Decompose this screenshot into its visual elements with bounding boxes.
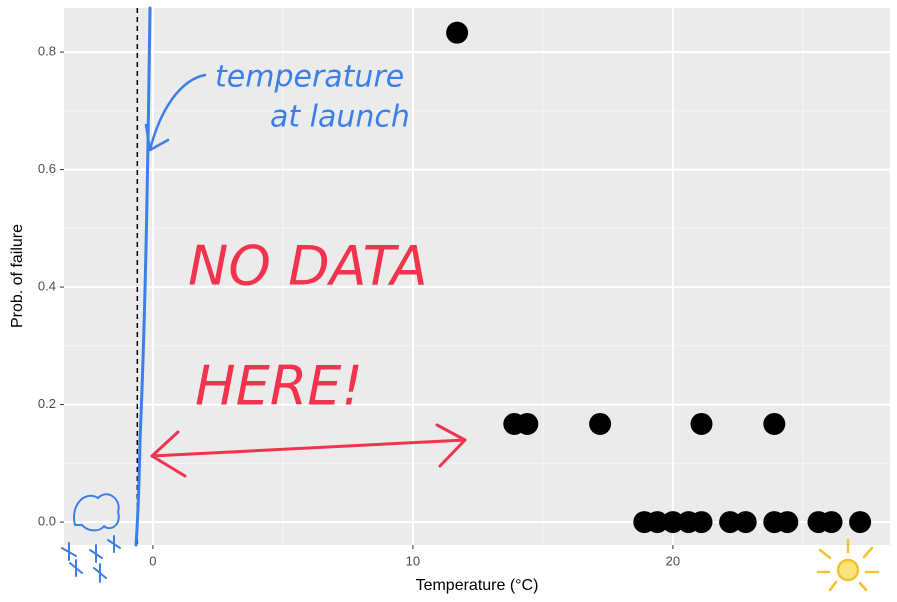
y-tick-label: 0.4 bbox=[38, 279, 56, 294]
point bbox=[690, 412, 713, 435]
y-tick-label: 0.8 bbox=[38, 44, 56, 59]
y-tick-label: 0.2 bbox=[38, 396, 56, 411]
x-tick-label: 0 bbox=[149, 553, 156, 568]
point bbox=[719, 511, 742, 534]
point bbox=[763, 412, 786, 435]
sun bbox=[836, 558, 860, 582]
annotation: HERE! bbox=[195, 355, 363, 418]
points bbox=[136, 8, 872, 545]
y-axis-title: Prob. of failure bbox=[9, 224, 26, 328]
blue-arrow bbox=[144, 73, 207, 152]
plot-panel bbox=[64, 8, 890, 545]
point bbox=[446, 21, 469, 44]
point bbox=[646, 511, 669, 534]
red-arrow bbox=[150, 423, 467, 478]
annotation: at launch bbox=[270, 100, 410, 135]
annotation: temperature bbox=[215, 60, 404, 95]
annotation: NO DATA bbox=[188, 235, 428, 298]
x-tick-label: 10 bbox=[406, 553, 420, 568]
y-tick-label: 0.6 bbox=[38, 161, 56, 176]
doodles bbox=[61, 6, 880, 592]
point bbox=[661, 511, 684, 534]
point bbox=[589, 412, 612, 435]
point bbox=[776, 511, 799, 534]
cloud bbox=[73, 493, 120, 532]
point bbox=[516, 412, 539, 435]
x-axis-title: Temperature (°C) bbox=[416, 577, 539, 594]
point bbox=[734, 511, 757, 534]
sun-rays bbox=[816, 538, 880, 592]
point bbox=[690, 511, 713, 534]
x-tick-label: 20 bbox=[666, 553, 680, 568]
point bbox=[820, 511, 843, 534]
launch-stroke bbox=[134, 6, 152, 547]
point bbox=[849, 511, 872, 534]
snowflakes bbox=[61, 535, 121, 583]
y-tick-label: 0.0 bbox=[38, 514, 56, 529]
